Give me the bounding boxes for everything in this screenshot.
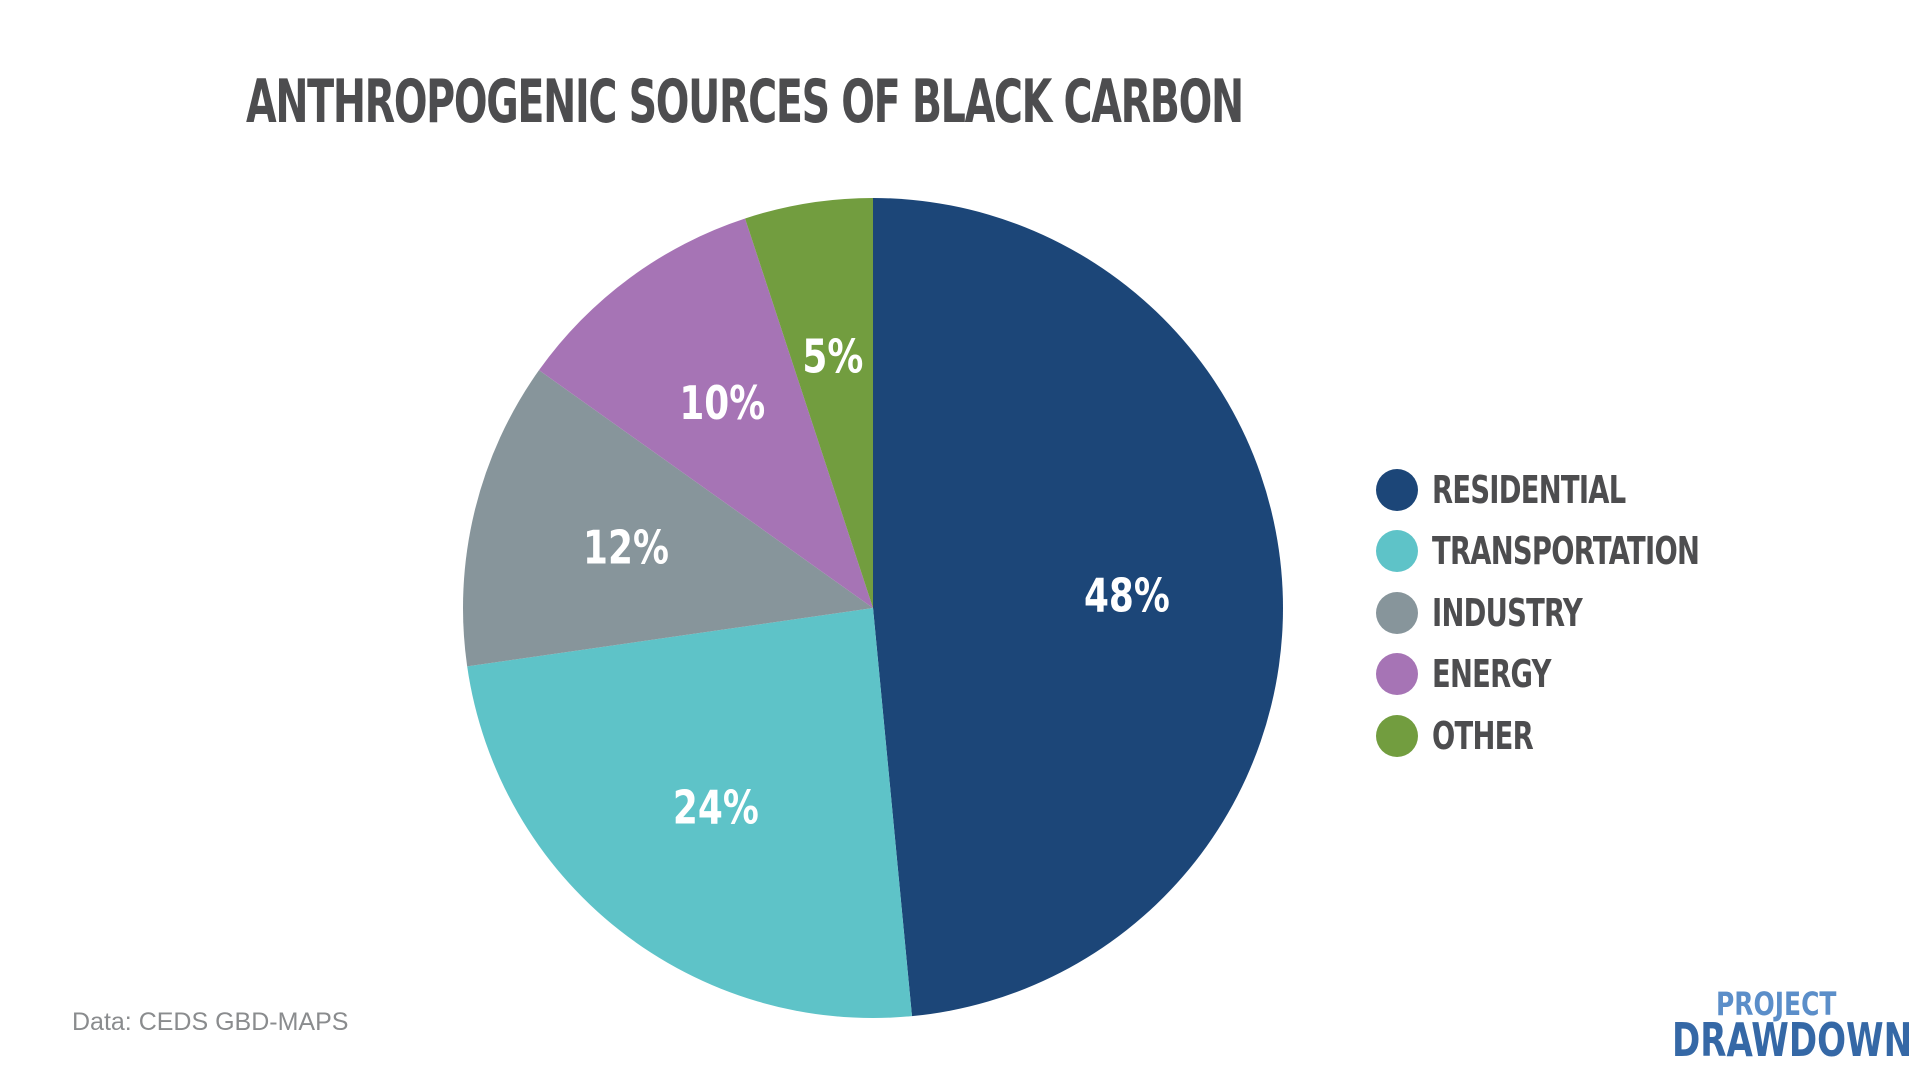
pie-slice-transportation (467, 608, 912, 1018)
legend-item-transportation: TRANSPORTATION (1376, 521, 1803, 583)
legend-swatch-other (1376, 714, 1418, 757)
legend-item-industry: INDUSTRY (1376, 582, 1803, 644)
legend-item-energy: ENERGY (1376, 644, 1803, 706)
legend-label-residential: RESIDENTIAL (1432, 467, 1626, 512)
pie-slice-labels: 48% 24% 12% 10% 5% (583, 330, 1170, 834)
chart-legend: RESIDENTIAL TRANSPORTATION INDUSTRY ENER… (1376, 459, 1803, 767)
pie-slice-label-other: 5% (802, 330, 863, 384)
legend-label-other: OTHER (1432, 713, 1534, 758)
legend-label-transportation: TRANSPORTATION (1432, 529, 1700, 574)
pie-slice-residential (873, 198, 1284, 1017)
legend-label-energy: ENERGY (1432, 652, 1551, 697)
pie-slices (463, 198, 1284, 1018)
source-note: Data: CEDS GBD-MAPS (72, 1008, 349, 1036)
legend-swatch-industry (1376, 591, 1418, 634)
pie-slice-other (745, 198, 873, 608)
legend-swatch-residential (1376, 468, 1418, 511)
legend-label-industry: INDUSTRY (1432, 590, 1583, 635)
pie-slice-label-industry: 12% (583, 521, 669, 575)
pie-slice-label-transportation: 24% (673, 781, 759, 835)
legend-item-other: OTHER (1376, 705, 1803, 767)
legend-swatch-energy (1376, 653, 1418, 696)
logo-line-2: DRAWDOWN (1672, 1013, 1913, 1067)
pie-slice-industry (463, 370, 873, 667)
logo-line-1: PROJECT (1716, 985, 1837, 1023)
legend-item-residential: RESIDENTIAL (1376, 459, 1803, 521)
pie-slice-energy (539, 218, 873, 609)
pie-slice-label-residential: 48% (1084, 569, 1170, 623)
chart-title: ANTHROPOGENIC SOURCES OF BLACK CARBON (246, 67, 1244, 137)
legend-swatch-transportation (1376, 530, 1418, 573)
pie-slice-label-energy: 10% (679, 377, 765, 431)
project-drawdown-logo: PROJECT DRAWDOWN (1630, 985, 1912, 1066)
